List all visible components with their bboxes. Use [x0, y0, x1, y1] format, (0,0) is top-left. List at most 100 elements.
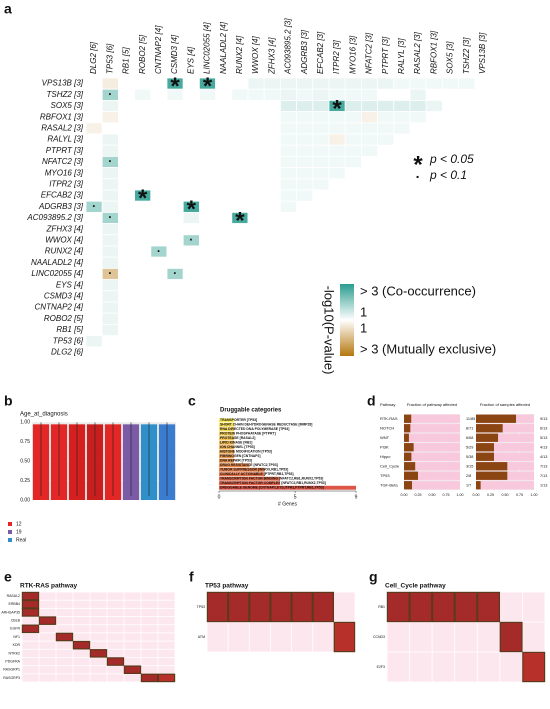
oncoplot-cell — [124, 633, 141, 641]
pathway-label: Cell_Cycle — [380, 463, 400, 468]
heatmap-cell — [231, 167, 249, 180]
heatmap-cell — [101, 178, 119, 191]
bar — [476, 471, 508, 480]
column-label: EYS [4] — [186, 46, 195, 74]
legend-symbol: · — [416, 169, 421, 185]
heatmap-cell — [150, 100, 168, 113]
heatmap-cell — [247, 88, 265, 101]
heatmap-cell — [182, 77, 200, 90]
oncoplot-cell — [141, 633, 158, 641]
oncoplot-cell — [141, 600, 158, 608]
row-label: DLG2 [6] — [51, 348, 84, 357]
oncoplot-cell — [432, 622, 455, 652]
heatmap-cell — [166, 100, 184, 113]
column-label: PTPRT [3] — [381, 36, 390, 74]
oncoplot-cell — [22, 616, 39, 625]
column-label: ROBO2 [5] — [138, 34, 147, 74]
row-label: MYO16 [3] — [45, 168, 84, 177]
significance-mark: * — [187, 196, 197, 223]
oncoplot-cell — [158, 657, 175, 666]
x-tick-label: 0.00 — [401, 493, 408, 497]
heatmap-cell — [296, 111, 314, 124]
oncoplot-cell — [333, 621, 356, 653]
heatmap-cell — [85, 290, 103, 303]
oncoplot-cell — [22, 649, 39, 658]
oncoplot-cell — [334, 592, 355, 622]
column-label: TSHZ2 [3] — [462, 37, 471, 74]
x-tick-label: 5 — [294, 494, 297, 500]
bar — [219, 449, 235, 454]
heatmap-cell — [85, 122, 103, 135]
heatmap-cell — [360, 144, 378, 157]
row-label: NAALADL2 [4] — [31, 258, 84, 267]
bar-background — [476, 452, 534, 461]
heatmap-cell — [247, 200, 265, 213]
heatmap-cell — [166, 167, 184, 180]
bar-background — [476, 424, 534, 433]
chart-title: TP53 pathway — [205, 583, 249, 590]
bar-background — [476, 443, 534, 452]
heatmap-cell — [85, 267, 103, 280]
bar — [476, 414, 517, 423]
row-label: RBFOX1 [3] — [40, 112, 84, 121]
heatmap-cell — [247, 167, 265, 180]
chart-title: Cell_Cycle pathway — [385, 583, 446, 590]
bar-background — [404, 471, 460, 480]
oncoplot-cell — [141, 616, 158, 625]
oncoplot-cell — [90, 608, 107, 617]
heatmap-cell — [134, 279, 152, 292]
oncoplot-cell — [227, 591, 250, 623]
heatmap-cell — [215, 77, 233, 90]
heatmap-cell — [101, 323, 119, 336]
heatmap-cell — [393, 122, 411, 135]
oncoplot-cell — [39, 633, 56, 641]
heatmap-cell — [215, 200, 233, 213]
oncoplot-cell — [56, 616, 73, 625]
value-label: 1/7 — [466, 483, 471, 487]
bar — [404, 481, 413, 490]
heatmap-cell — [198, 211, 216, 224]
heatmap-cell — [85, 211, 103, 224]
gene-label: TP53 — [197, 605, 205, 609]
heatmap-cell — [182, 267, 200, 280]
heatmap-cell — [134, 223, 152, 236]
heatmap-cell — [85, 111, 103, 124]
row-label: PTPRT [3] — [46, 146, 84, 155]
colorbar-label: 1 — [360, 304, 367, 319]
heatmap-cell — [134, 267, 152, 280]
oncoplot-cell — [158, 641, 175, 649]
heatmap-cell — [85, 301, 103, 314]
heatmap-cell — [215, 122, 233, 135]
oncoplot-cell — [477, 591, 501, 623]
column-label: AC093895.2 [3] — [284, 18, 293, 75]
heatmap-cell — [85, 312, 103, 325]
heatmap-cell — [312, 167, 330, 180]
column-label: RALYL [3] — [397, 38, 406, 74]
legend-swatch — [8, 538, 12, 542]
oncoplot-cell — [522, 651, 546, 683]
oncoplot-cell — [56, 674, 73, 682]
heatmap-cell — [118, 189, 136, 202]
heatmap-cell — [231, 133, 249, 146]
chart-title: Druggable categories — [220, 408, 282, 414]
bar-background — [404, 414, 460, 423]
oncoplot-cell — [39, 625, 56, 633]
heatmap-cell — [247, 189, 265, 202]
significance-mark: * — [235, 207, 245, 234]
gene-label: ARHGAP35 — [1, 610, 20, 614]
heatmap-cell — [118, 290, 136, 303]
x-tick-label: 9 — [355, 494, 358, 500]
column-header: Pathway — [380, 402, 395, 407]
heatmap-cell — [101, 245, 119, 258]
oncoplot-cell — [107, 616, 124, 625]
oncoplot-cell — [22, 641, 39, 649]
category-label: ION CHANNEL [TP53] — [220, 445, 255, 449]
heatmap-cell — [150, 155, 168, 168]
oncoplot-cell — [522, 592, 545, 622]
bar — [219, 422, 235, 427]
oncoplot-cell — [56, 657, 73, 666]
heatmap-cell — [247, 77, 265, 90]
row-label: RASAL2 [3] — [41, 124, 84, 133]
oncoplot-cell — [432, 652, 455, 682]
